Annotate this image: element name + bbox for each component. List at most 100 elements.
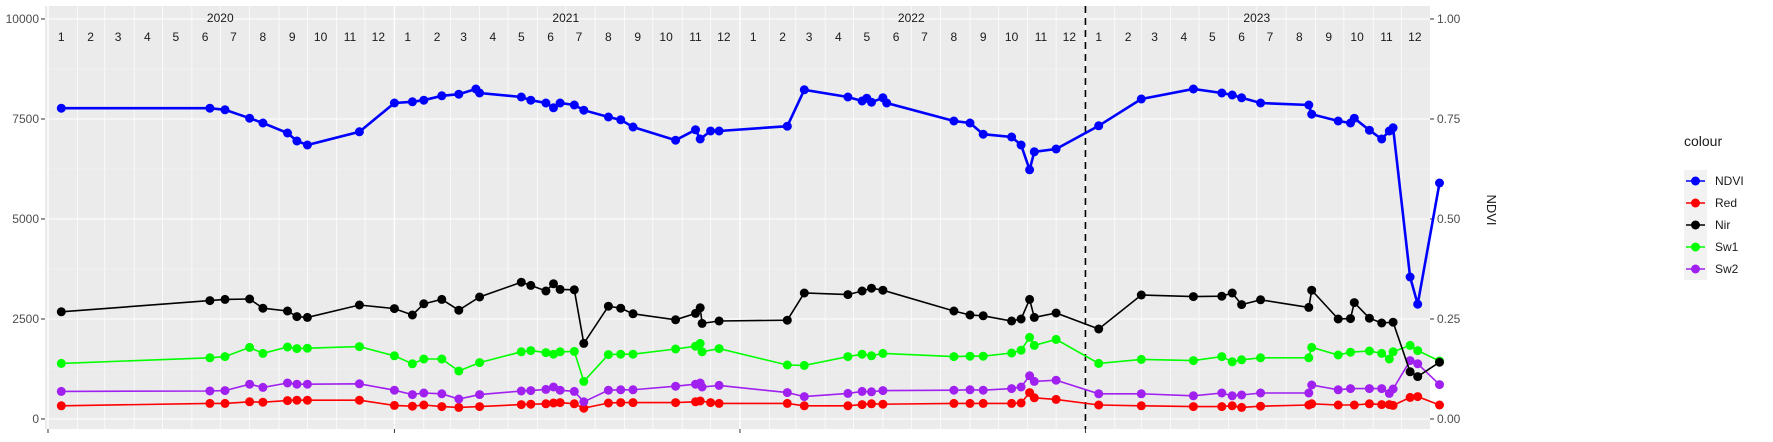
data-point-sw2 [1307,380,1317,390]
month-label: 8 [1296,30,1303,44]
data-point-ndvi [1304,100,1314,110]
month-label: 5 [863,30,870,44]
data-point-ndvi [1307,109,1317,119]
data-point-sw2 [1217,388,1227,398]
data-point-sw2 [603,385,613,395]
month-label: 6 [893,30,900,44]
data-point-ndvi [437,91,447,101]
y-right-tick-label: 1.00 [1437,12,1461,26]
data-point-sw1 [437,354,447,364]
data-point-sw1 [1025,332,1035,342]
data-point-nir [302,312,312,322]
data-point-sw2 [843,388,853,398]
data-point-ndvi [56,103,66,113]
data-point-nir [1388,317,1398,327]
data-point-red [302,395,312,405]
data-point-sw2 [516,386,526,396]
month-label: 8 [951,30,958,44]
data-point-sw2 [1413,359,1423,369]
data-point-ndvi [579,105,589,115]
data-point-ndvi [541,98,551,108]
month-label: 3 [115,30,122,44]
data-point-nir [1237,300,1247,310]
data-point-sw2 [782,388,792,398]
data-point-ndvi [526,95,536,105]
data-point-ndvi [549,103,558,113]
data-point-nir [1016,314,1026,324]
data-point-sw2 [616,385,626,395]
data-point-sw1 [1029,340,1039,350]
data-point-sw1 [1016,345,1026,355]
data-point-ndvi [1364,125,1374,135]
data-point-sw1 [1237,355,1247,365]
month-label: 9 [634,30,641,44]
data-point-nir [1007,316,1017,326]
data-point-nir [475,292,485,302]
data-point-ndvi [1217,88,1227,98]
data-point-ndvi [1377,134,1387,144]
data-point-red [245,397,255,407]
data-point-sw2 [1029,376,1039,386]
legend-title: colour [1684,133,1722,149]
data-point-nir [843,290,853,300]
data-point-nir [1256,295,1266,305]
data-point-sw1 [671,344,681,354]
year-label: 2021 [552,11,579,25]
data-point-red [389,400,399,410]
data-point-red [1256,401,1266,411]
data-point-sw1 [555,347,565,357]
data-point-ndvi [1094,121,1104,131]
data-point-red [878,399,888,409]
data-point-ndvi [1016,140,1026,150]
data-point-ndvi [475,88,485,98]
series-nir [56,277,1444,382]
month-label: 4 [1181,30,1188,44]
data-point-nir [1094,324,1104,334]
data-point-red [843,401,853,411]
data-point-nir [1349,298,1359,308]
data-point-nir [389,304,399,314]
data-point-sw2 [1016,382,1026,392]
data-point-nir [1304,302,1314,312]
data-point-ndvi [1051,144,1061,154]
legend-label: Sw2 [1715,262,1739,276]
data-point-ndvi [1227,90,1237,100]
data-point-sw2 [220,386,230,396]
data-point-ndvi [245,113,255,123]
data-point-red [407,401,417,411]
data-point-sw2 [569,386,579,396]
data-point-sw1 [867,351,876,361]
y-tick-label: 5000 [12,212,39,226]
data-point-ndvi [292,136,302,146]
data-point-nir [354,300,364,310]
data-point-nir [799,288,809,298]
data-point-ndvi [1007,132,1017,142]
data-point-red [1051,394,1061,404]
legend: colour NDVI Red Nir Sw1 Sw2 [1684,133,1744,280]
data-point-sw1 [407,359,417,369]
data-point-ndvi [283,128,292,138]
data-point-ndvi [799,85,809,95]
data-point-ndvi [782,121,792,131]
data-point-red [1307,399,1317,409]
data-point-red [949,398,959,408]
data-point-nir [526,280,536,290]
data-point-red [1237,402,1247,412]
month-label: 11 [344,30,357,44]
data-point-sw1 [1051,334,1061,344]
data-point-nir [1188,292,1198,302]
data-point-nir [56,307,66,317]
month-label: 3 [1151,30,1158,44]
data-point-nir [782,315,792,325]
data-point-red [628,398,638,408]
data-point-ndvi [1413,299,1423,309]
data-point-ndvi [882,98,892,108]
data-point-sw1 [949,352,959,362]
data-point-nir [1435,357,1444,367]
month-label: 10 [314,30,328,44]
data-point-nir [616,303,626,313]
data-point-nir [292,312,302,322]
data-point-ndvi [1349,113,1359,123]
data-point-red [1435,400,1444,410]
